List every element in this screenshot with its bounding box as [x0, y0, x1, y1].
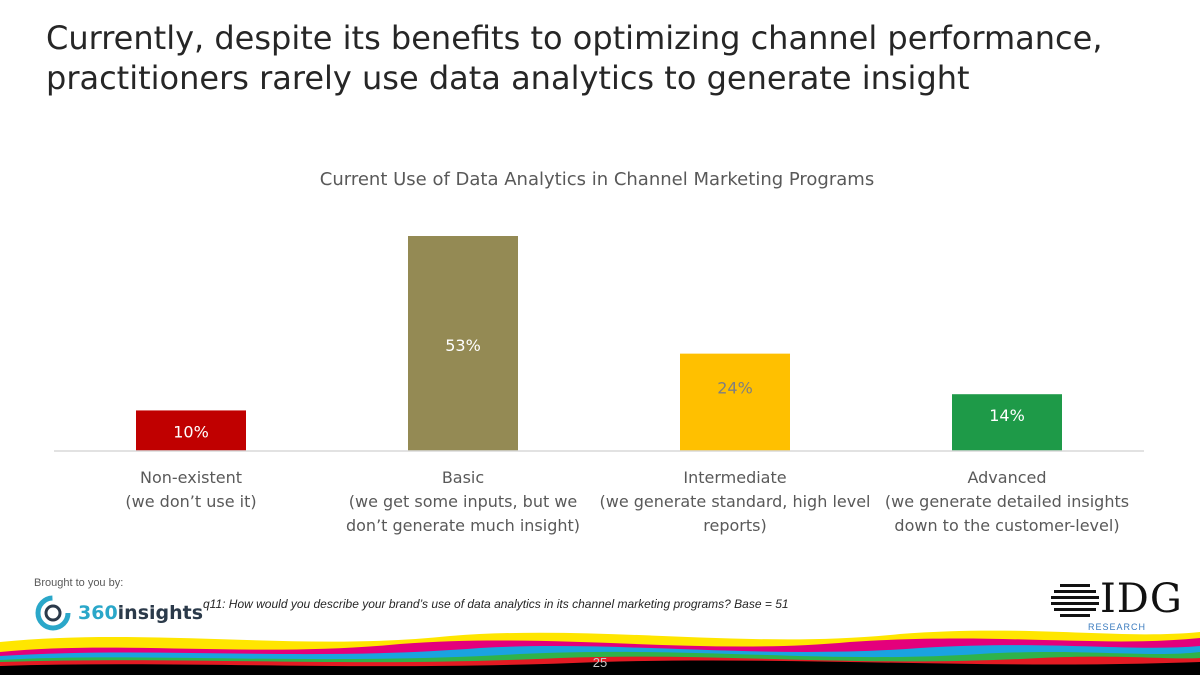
category-label-2-line3: reports) [703, 516, 766, 535]
brought-by-label: Brought to you by: [34, 577, 124, 589]
decorative-wave-band [0, 630, 1200, 675]
sponsor-logo-word: insights [117, 602, 204, 624]
bars-group: 10% 53% 24% 14% [136, 236, 1062, 451]
slide-title: Currently, despite its benefits to optim… [46, 18, 1156, 98]
chart-title: Current Use of Data Analytics in Channel… [320, 169, 874, 190]
category-label-2-line2: (we generate standard, high level [600, 492, 871, 511]
sponsor-logo-text: 360insights [78, 602, 203, 624]
idg-letters: IDG [1100, 576, 1183, 622]
category-label-1-line3: don’t generate much insight) [346, 516, 580, 535]
bar-1 [408, 236, 518, 451]
bar-3 [952, 394, 1062, 451]
wave-black [0, 660, 1200, 675]
category-label-3-line1: Advanced [967, 468, 1046, 487]
sponsor-logo: 360insights [34, 593, 203, 633]
category-label-1-line1: Basic [442, 468, 484, 487]
survey-footnote: q11: How would you describe your brand’s… [203, 597, 789, 611]
ring-logo-icon [35, 595, 71, 631]
category-label-0-line2: (we don’t use it) [125, 492, 256, 511]
sponsor-logo-num: 360 [78, 602, 118, 624]
idg-globe-icon [1051, 584, 1099, 617]
bar-chart: Current Use of Data Analytics in Channel… [54, 169, 1144, 535]
category-label-3-line2: (we generate detailed insights [885, 492, 1129, 511]
data-label-3: 14% [989, 406, 1025, 425]
data-label-2: 24% [717, 379, 753, 398]
category-label-3-line3: down to the customer-level) [894, 516, 1119, 535]
idg-logo: IDG RESEARCH [1050, 576, 1190, 636]
category-label-1-line2: (we get some inputs, but we [349, 492, 578, 511]
category-labels: Non-existent (we don’t use it) Basic (we ge… [125, 468, 1129, 535]
data-label-1: 53% [445, 336, 481, 355]
page-number: 25 [592, 655, 608, 670]
category-label-2-line1: Intermediate [683, 468, 786, 487]
category-label-0-line1: Non-existent [140, 468, 242, 487]
slide-title-line-1: Currently, despite its benefits to optim… [46, 19, 1103, 57]
bar-2 [680, 353, 790, 451]
data-label-0: 10% [173, 422, 209, 441]
idg-research: RESEARCH [1088, 622, 1147, 632]
bar-0 [136, 410, 246, 451]
slide-title-line-2: practitioners rarely use data analytics … [46, 59, 970, 97]
